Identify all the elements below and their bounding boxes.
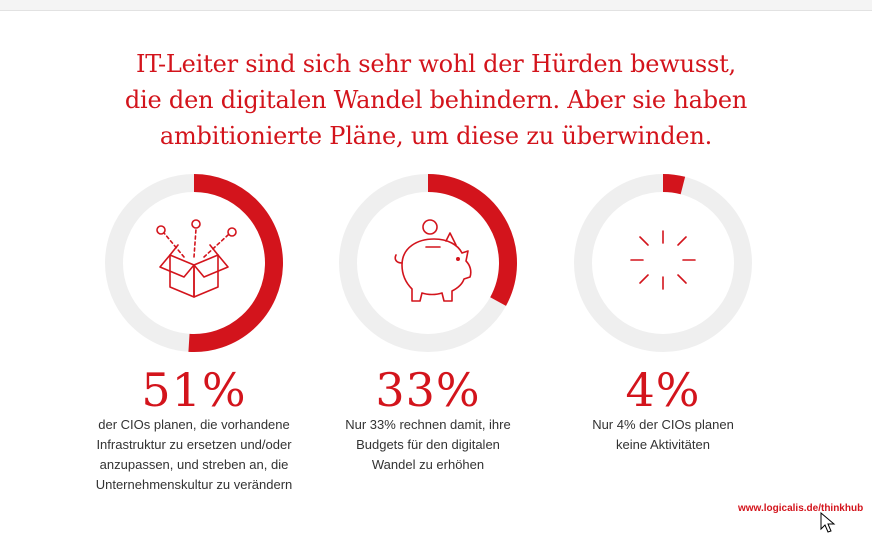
description-line: Nur 4% der CIOs planen (592, 417, 734, 432)
description: Nur 4% der CIOs planen keine Aktivitäten (543, 415, 783, 455)
description-line: Budgets für den digitalen (356, 437, 500, 452)
description: Nur 33% rechnen damit, ihre Budgets für … (308, 415, 548, 475)
donut-chart-infrastructure (104, 173, 284, 353)
footer-url-link[interactable]: www.logicalis.de/thinkhub (738, 503, 864, 514)
top-rule (0, 0, 872, 11)
donut-value-arc (427, 174, 517, 306)
donut-chart-no-activities (573, 173, 753, 353)
headline-line: IT-Leiter sind sich sehr wohl der Hürden… (136, 50, 736, 78)
description-line: Unternehmenskultur zu verändern (95, 477, 293, 492)
donut-value-arc (188, 174, 283, 352)
value-label: 51% (141, 363, 247, 417)
donut-svg (574, 174, 752, 352)
description-line: Infrastruktur zu ersetzen und/oder (96, 437, 292, 452)
donut-svg (105, 174, 283, 352)
headline: IT-Leiter sind sich sehr wohl der Hürden… (0, 46, 872, 154)
headline-line: ambitionierte Pläne, um diese zu überwin… (159, 122, 713, 150)
description: der CIOs planen, die vorhandene Infrastr… (74, 415, 314, 495)
value-label: 33% (375, 363, 481, 417)
headline-line: die den digitalen Wandel behindern. Aber… (124, 86, 748, 114)
description-line: keine Aktivitäten (616, 437, 710, 452)
mouse-pointer-icon (820, 512, 836, 533)
value-label: 4% (625, 363, 701, 417)
open-box-icon (104, 173, 284, 353)
description-line: Nur 33% rechnen damit, ihre (345, 417, 511, 432)
piggy-bank-icon (338, 173, 518, 353)
donut-svg (339, 174, 517, 352)
donut-chart-budgets (338, 173, 518, 353)
description-line: anzupassen, und streben an, die (99, 457, 289, 472)
burst-icon (573, 173, 753, 353)
description-line: Wandel zu erhöhen (371, 457, 485, 472)
description-line: der CIOs planen, die vorhandene (98, 417, 290, 432)
donut-value-arc (662, 174, 686, 195)
